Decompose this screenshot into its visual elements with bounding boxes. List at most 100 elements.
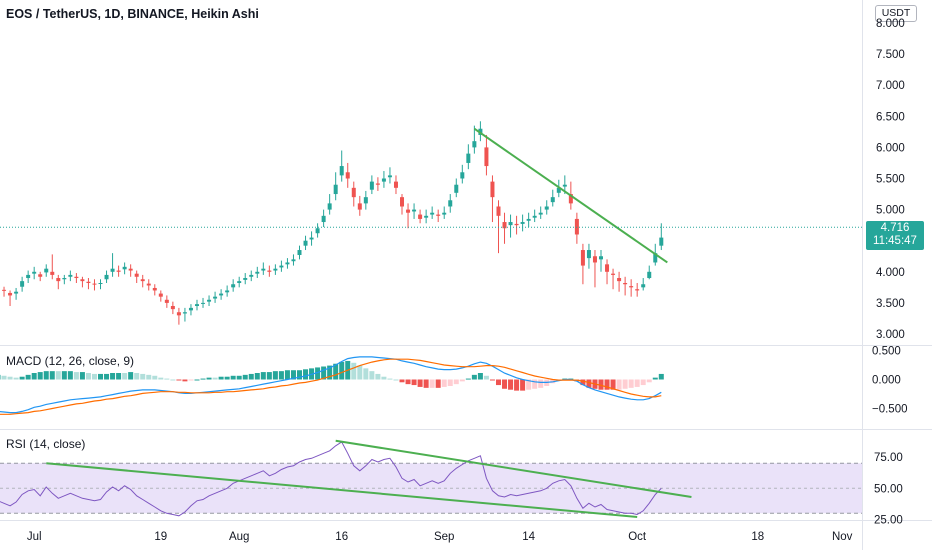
candle-body	[599, 256, 603, 260]
candle-body	[38, 274, 43, 277]
macd-histogram-bar	[73, 372, 79, 380]
candle-body	[201, 302, 206, 304]
time-tick-label: Aug	[229, 531, 249, 543]
macd-histogram-bar	[327, 365, 333, 380]
time-tick-label: 19	[154, 531, 167, 543]
candle-body	[538, 212, 543, 215]
macd-histogram-bar	[242, 374, 248, 380]
candle-body	[472, 141, 477, 148]
candle-body	[490, 181, 495, 198]
candle-body	[249, 274, 254, 277]
candle-body	[327, 203, 332, 210]
macd-histogram-bar	[218, 376, 224, 380]
candle-body	[562, 184, 567, 187]
price-tick-label: 5.000	[876, 205, 905, 217]
macd-histogram-bar	[483, 375, 489, 380]
macd-histogram-bar	[266, 372, 272, 380]
candle-body	[279, 265, 284, 268]
candle-body	[466, 153, 471, 163]
candle-body	[550, 197, 555, 203]
candle-body	[128, 268, 133, 271]
macd-histogram-bar	[640, 379, 646, 386]
candle-body	[611, 273, 616, 275]
macd-histogram-bar	[526, 379, 532, 390]
macd-histogram-bar	[110, 373, 116, 380]
macd-histogram-bar	[254, 373, 260, 380]
candle-body	[267, 270, 272, 272]
macd-histogram-bar	[514, 379, 520, 391]
candle-body	[369, 181, 374, 190]
time-tick-label: 18	[751, 531, 764, 543]
macd-histogram-bar	[104, 373, 110, 380]
macd-histogram-bar	[200, 378, 206, 380]
candle-body	[653, 253, 658, 263]
macd-tick-label: 0.000	[872, 375, 901, 387]
price-tick-label: 5.500	[876, 174, 905, 186]
price-tick-label: 6.500	[876, 111, 905, 123]
macd-tick-label: −0.500	[872, 404, 908, 416]
candle-body	[146, 283, 151, 286]
macd-histogram-bar	[278, 371, 284, 380]
macd-histogram-bar	[489, 379, 495, 381]
macd-histogram-bar	[194, 379, 200, 381]
candle-body	[357, 203, 362, 210]
macd-histogram-bar	[417, 379, 423, 387]
macd-histogram-bar	[586, 379, 592, 388]
macd-histogram-bar	[652, 377, 658, 380]
last-price: 4.716	[880, 222, 910, 234]
macd-histogram-bar	[441, 379, 447, 387]
macd-histogram-bar	[351, 362, 357, 380]
time-tick-label: 14	[522, 531, 535, 543]
rsi-lower-trendline	[46, 462, 638, 518]
time-tick-label: Oct	[628, 531, 647, 543]
macd-histogram-bar	[116, 373, 122, 380]
macd-histogram-bar	[0, 374, 1, 380]
macd-histogram-bar	[49, 371, 55, 380]
candle-body	[629, 286, 634, 288]
currency-badge[interactable]: USDT	[875, 5, 917, 22]
time-tick-label: Sep	[434, 531, 454, 543]
rsi-upper-trendline	[335, 439, 692, 498]
rsi-label: RSI (14, close)	[6, 437, 86, 451]
candle-body	[508, 222, 513, 226]
macd-line	[0, 356, 662, 414]
macd-histogram-bar	[134, 373, 140, 380]
rsi-tick-label: 75.00	[874, 452, 903, 464]
rsi-line	[0, 441, 662, 517]
macd-histogram-bar	[465, 378, 471, 380]
candle-body	[56, 278, 61, 282]
candle-body	[574, 218, 579, 235]
macd-histogram-bar	[604, 379, 610, 390]
price-tick-label: 8.000	[876, 18, 905, 30]
candle-body	[104, 274, 109, 280]
macd-histogram-bar	[447, 379, 453, 386]
candle-body	[116, 270, 121, 272]
macd-histogram-bar	[206, 377, 212, 380]
macd-histogram-bar	[212, 377, 218, 380]
macd-histogram-bar	[230, 375, 236, 380]
macd-histogram-bar	[538, 379, 544, 388]
candle-body	[164, 299, 169, 303]
candle-body	[586, 250, 591, 259]
candle-body	[261, 268, 266, 271]
macd-histogram-bar	[260, 372, 266, 380]
macd-histogram-bar	[321, 366, 327, 380]
candle-body	[460, 172, 465, 179]
macd-histogram-bar	[158, 377, 164, 380]
candle-body	[484, 147, 489, 167]
macd-histogram-bar	[363, 368, 369, 380]
candle-body	[231, 284, 236, 288]
macd-histogram-bar	[67, 371, 73, 380]
time-tick-label: Jul	[27, 531, 42, 543]
macd-histogram-bar	[658, 373, 664, 380]
macd-histogram-bar	[495, 379, 501, 386]
candle-body	[635, 289, 640, 291]
macd-label: MACD (12, 26, close, 9)	[6, 354, 135, 368]
candle-body	[2, 289, 7, 291]
candle-body	[158, 293, 163, 297]
macd-tick-label: 0.500	[872, 346, 901, 358]
macd-histogram-bar	[146, 374, 152, 380]
macd-pane	[0, 356, 664, 415]
